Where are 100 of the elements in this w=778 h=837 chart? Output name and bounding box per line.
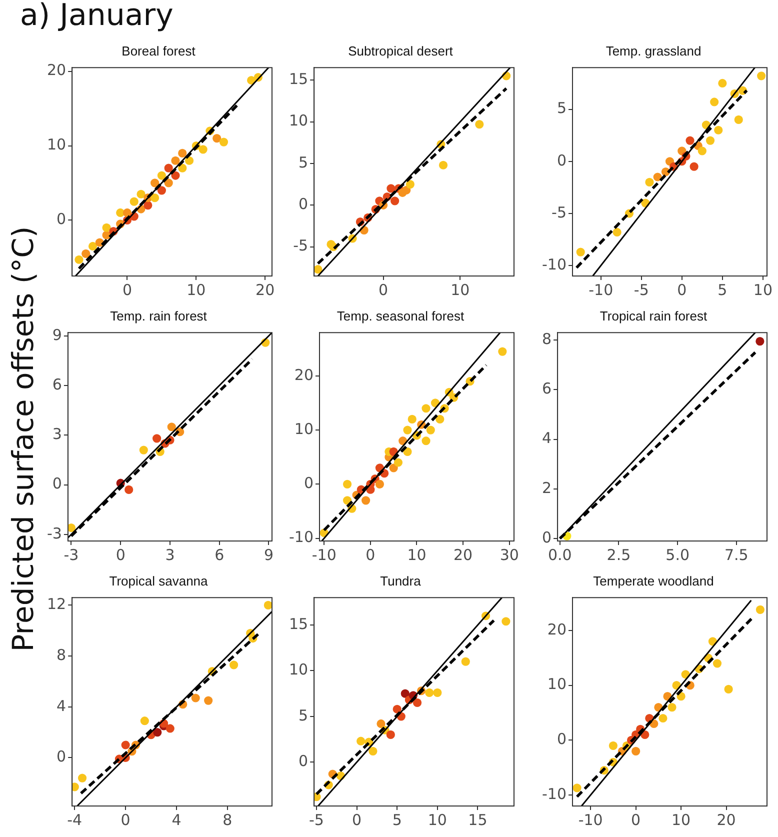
x-tick-label: 8 — [222, 810, 232, 829]
y-tick-label: 0 — [556, 730, 566, 748]
point — [668, 702, 676, 712]
point — [184, 156, 194, 165]
x-tick-label: -10 — [588, 280, 614, 299]
x-tick-label: -5 — [634, 280, 649, 299]
point — [390, 196, 400, 206]
point — [433, 688, 442, 697]
y-tick-label: 20 — [46, 61, 66, 80]
point — [152, 434, 162, 443]
x-tick-label: 10 — [672, 810, 691, 829]
y-tick-label: 0 — [556, 151, 566, 170]
point — [400, 689, 410, 698]
x-tick-label: 6 — [214, 546, 224, 564]
chart-title: Tundra — [380, 573, 422, 588]
point — [612, 228, 622, 237]
point — [403, 426, 412, 434]
x-tick-label: 10 — [753, 280, 772, 299]
point — [171, 156, 180, 165]
point — [461, 657, 470, 666]
point — [191, 694, 200, 702]
point — [167, 422, 176, 432]
y-tick-label: 0 — [304, 474, 314, 492]
y-tick-label: 0 — [52, 474, 62, 493]
point — [198, 145, 208, 154]
chart-title: Tropical savanna — [109, 573, 209, 588]
point — [136, 190, 146, 198]
x-tick-label: 0 — [116, 546, 126, 564]
point — [438, 160, 448, 170]
point — [166, 724, 174, 733]
point — [572, 784, 582, 792]
point — [698, 146, 706, 156]
y-tick-label: 5 — [298, 706, 308, 724]
point — [178, 148, 187, 158]
point — [314, 265, 322, 274]
y-tick-label: 5 — [556, 99, 566, 118]
point — [412, 698, 422, 708]
point — [425, 688, 434, 697]
point — [68, 523, 76, 532]
point — [102, 223, 111, 232]
y-tick-label: 3 — [52, 425, 62, 444]
x-tick-label: 10 — [450, 280, 470, 299]
point — [386, 184, 396, 193]
y-tick-label: 10 — [288, 660, 308, 679]
point — [757, 72, 766, 80]
y-tick-label: 20 — [547, 620, 566, 638]
y-tick-label: 2 — [542, 478, 552, 497]
point — [375, 480, 384, 488]
point — [712, 659, 722, 668]
point — [121, 740, 130, 750]
point — [402, 186, 411, 194]
x-tick-label: 30 — [500, 546, 519, 564]
point — [230, 660, 238, 670]
x-tick-label: 20 — [716, 810, 736, 829]
x-tick-label: 0 — [352, 810, 362, 829]
point — [178, 164, 187, 172]
x-tick-label: 0.0 — [548, 546, 572, 564]
point — [368, 746, 378, 756]
point — [653, 172, 662, 182]
chart-title: Temp. seasonal forest — [336, 308, 464, 324]
x-tick-label: 10 — [407, 546, 426, 564]
y-tick-label: -10 — [289, 528, 314, 546]
y-tick-label: 4 — [542, 429, 552, 448]
y-tick-label: 4 — [56, 696, 66, 715]
point — [124, 485, 134, 494]
y-tick-label: 6 — [52, 375, 62, 394]
point — [386, 730, 395, 740]
y-tick-label: 8 — [56, 646, 66, 664]
y-tick-label: 10 — [547, 675, 566, 694]
y-tick-label: -5 — [293, 236, 308, 255]
point — [122, 208, 132, 218]
y-tick-label: 20 — [294, 366, 314, 384]
point — [204, 696, 213, 705]
y-tick-label: 8 — [542, 330, 552, 348]
y-tick-label: -3 — [46, 524, 62, 542]
x-tick-label: 3 — [165, 546, 175, 564]
point — [734, 115, 743, 124]
chart-title: Boreal forest — [122, 43, 196, 58]
x-tick-label: 15 — [468, 810, 488, 829]
y-tick-label: 0 — [298, 752, 308, 770]
point — [475, 120, 484, 129]
y-axis-title: Predicted surface offsets (°C) — [6, 226, 40, 652]
point — [219, 138, 228, 146]
point — [658, 714, 668, 723]
x-tick-label: -10 — [578, 810, 603, 829]
chart-title: Subtropical desert — [348, 43, 454, 58]
x-tick-label: 7.5 — [724, 546, 748, 564]
x-tick-label: 20 — [454, 546, 473, 564]
point — [153, 728, 162, 737]
x-tick-label: -4 — [67, 810, 82, 829]
chart-title: Tropical rain forest — [600, 308, 708, 324]
x-tick-label: 2.5 — [606, 546, 631, 564]
y-tick-label: -5 — [552, 203, 566, 222]
point — [164, 178, 173, 188]
y-tick-label: 10 — [46, 136, 66, 154]
point — [498, 347, 507, 356]
point — [394, 458, 403, 467]
point — [139, 446, 148, 454]
point — [690, 162, 698, 171]
chart-title: Temp. grassland — [606, 43, 702, 58]
